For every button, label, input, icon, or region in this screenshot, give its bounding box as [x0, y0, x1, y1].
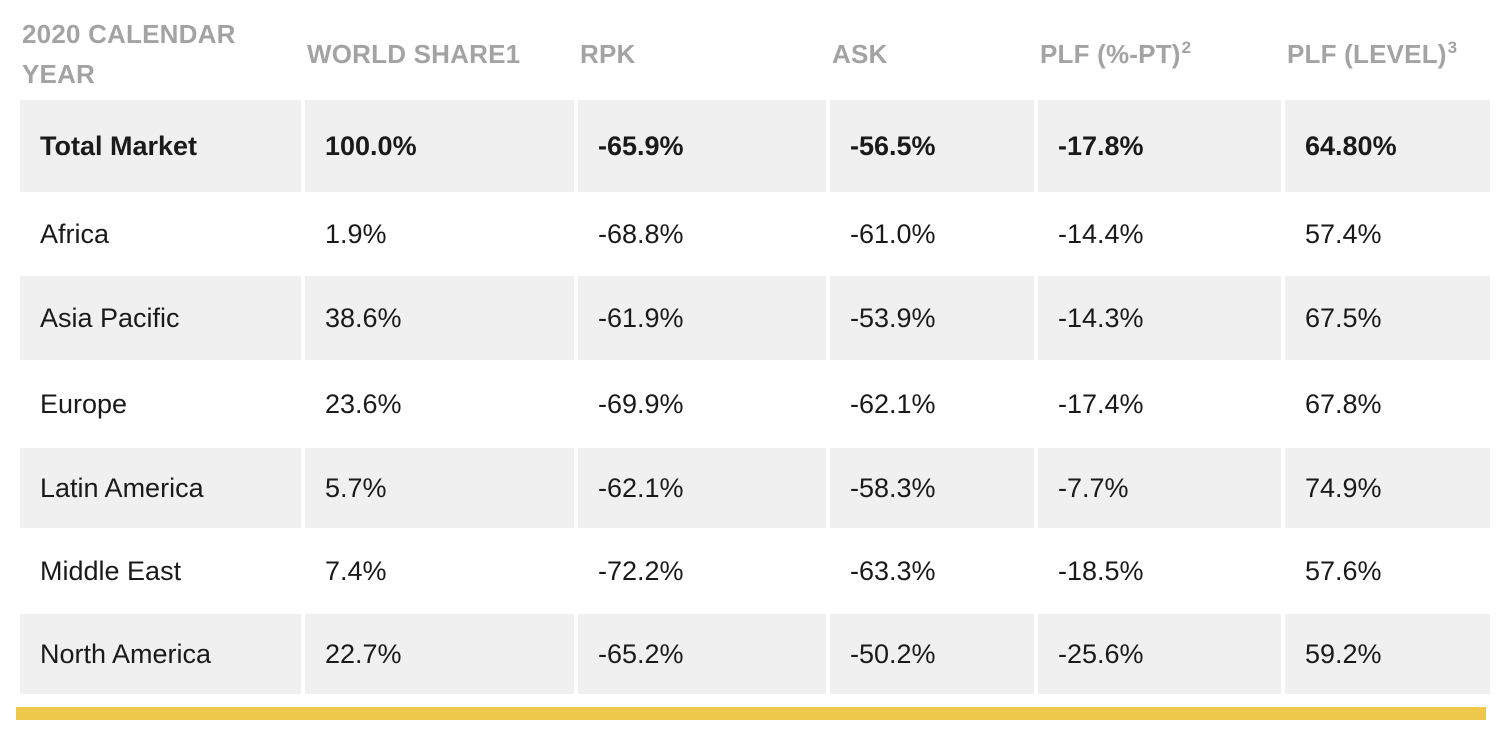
table-row-middle-east: Middle East 7.4% -72.2% -63.3% -18.5% 57… — [20, 530, 1482, 612]
header-rpk: RPK — [580, 39, 636, 69]
header-plf-pt-footnote: 2 — [1181, 38, 1192, 57]
cell-region: Africa — [40, 218, 110, 249]
cell-region: Europe — [40, 388, 128, 419]
cell-world-share: 100.0% — [305, 100, 574, 192]
header-calendar-year: 2020 CALENDAR YEAR — [22, 19, 236, 89]
cell-plf-pt: -7.7% — [1038, 448, 1281, 528]
header-ask: ASK — [832, 39, 888, 69]
cell-rpk: -65.2% — [578, 614, 826, 694]
cell-rpk: -62.1% — [578, 448, 826, 528]
table-bottom-accent-bar — [16, 707, 1486, 720]
cell-ask: -50.2% — [830, 614, 1034, 694]
cell-ask: -56.5% — [830, 100, 1034, 192]
table-row-africa: Africa 1.9% -68.8% -61.0% -14.4% 57.4% — [20, 194, 1482, 274]
cell-region: North America — [20, 614, 301, 694]
cell-world-share: 5.7% — [305, 448, 574, 528]
cell-rpk: -69.9% — [598, 388, 684, 419]
cell-world-share: 23.6% — [325, 388, 402, 419]
table-row-total-market: Total Market 100.0% -65.9% -56.5% -17.8%… — [20, 100, 1490, 192]
cell-region: Total Market — [20, 100, 301, 192]
cell-region: Latin America — [20, 448, 301, 528]
cell-region: Asia Pacific — [20, 276, 301, 360]
cell-plf-pt: -14.4% — [1058, 218, 1144, 249]
cell-world-share: 38.6% — [305, 276, 574, 360]
cell-plf-pt: -14.3% — [1038, 276, 1281, 360]
cell-plf-pt: -17.4% — [1058, 388, 1144, 419]
cell-plf-pt: -17.8% — [1038, 100, 1281, 192]
table-row-asia-pacific: Asia Pacific 38.6% -61.9% -53.9% -14.3% … — [20, 276, 1490, 360]
header-plf-pt-label: PLF (%-PT) — [1040, 39, 1181, 69]
header-plf-level-footnote: 3 — [1447, 38, 1458, 57]
cell-ask: -58.3% — [830, 448, 1034, 528]
cell-world-share: 22.7% — [305, 614, 574, 694]
cell-plf-level: 64.80% — [1285, 100, 1490, 192]
cell-rpk: -61.9% — [578, 276, 826, 360]
cell-ask: -63.3% — [850, 555, 936, 586]
cell-world-share: 7.4% — [325, 555, 387, 586]
cell-plf-pt: -18.5% — [1058, 555, 1144, 586]
cell-plf-level: 74.9% — [1285, 448, 1490, 528]
header-plf-level-label: PLF (LEVEL) — [1287, 39, 1447, 69]
cell-rpk: -72.2% — [598, 555, 684, 586]
header-plf-pt: PLF (%-PT)2 — [1038, 0, 1281, 74]
header-plf-level: PLF (LEVEL)3 — [1285, 0, 1490, 74]
cell-ask: -53.9% — [830, 276, 1034, 360]
traffic-table: 2020 CALENDAR YEAR WORLD SHARE1 RPK ASK … — [20, 0, 1490, 694]
cell-plf-level: 57.6% — [1305, 555, 1382, 586]
cell-rpk: -68.8% — [598, 218, 684, 249]
cell-plf-level: 67.5% — [1285, 276, 1490, 360]
table-row-latin-america: Latin America 5.7% -62.1% -58.3% -7.7% 7… — [20, 448, 1490, 528]
cell-plf-pt: -25.6% — [1038, 614, 1281, 694]
table-header: 2020 CALENDAR YEAR WORLD SHARE1 RPK ASK … — [20, 0, 1482, 100]
table-row-europe: Europe 23.6% -69.9% -62.1% -17.4% 67.8% — [20, 362, 1482, 446]
cell-plf-level: 67.8% — [1305, 388, 1382, 419]
cell-plf-level: 59.2% — [1285, 614, 1490, 694]
cell-region: Middle East — [40, 555, 182, 586]
cell-rpk: -65.9% — [578, 100, 826, 192]
header-world-share: WORLD SHARE1 — [307, 39, 521, 69]
cell-ask: -61.0% — [850, 218, 936, 249]
table-row-north-america: North America 22.7% -65.2% -50.2% -25.6%… — [20, 614, 1490, 694]
cell-plf-level: 57.4% — [1305, 218, 1382, 249]
cell-ask: -62.1% — [850, 388, 936, 419]
cell-world-share: 1.9% — [325, 218, 387, 249]
